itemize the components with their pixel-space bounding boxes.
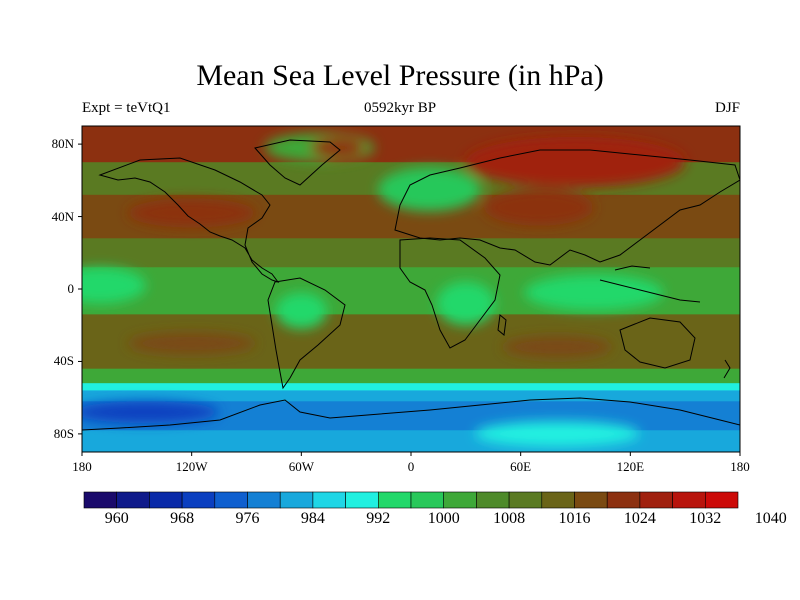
coastline-africa <box>399 237 501 349</box>
colorbar-label: 976 <box>235 510 260 527</box>
colorbar-label: 960 <box>104 510 129 527</box>
pressure-feature <box>82 267 146 304</box>
colorbar-box <box>606 491 641 509</box>
coastlines <box>82 139 740 431</box>
colorbar-box <box>410 491 445 509</box>
colorbar-box <box>149 491 183 509</box>
coastline-madagascar <box>497 314 507 336</box>
pressure-band <box>82 238 740 269</box>
pressure-feature <box>502 336 613 358</box>
lat-tick-label: 80S <box>53 425 74 441</box>
coastline-new-zealand <box>723 359 731 379</box>
colorbar <box>83 491 739 509</box>
colorbar-label: 1024 <box>623 510 656 527</box>
coastline-north-america <box>98 157 280 283</box>
pressure-feature <box>436 281 496 326</box>
colorbar-box <box>574 491 608 509</box>
coastline-antarctica <box>82 397 740 431</box>
figure-title: Mean Sea Level Pressure (in hPa) <box>196 59 604 92</box>
lat-tick-label: 40N <box>51 208 74 224</box>
coastline-maritime-asia <box>599 265 701 303</box>
pressure-feature <box>127 198 256 228</box>
colorbar-box <box>116 491 150 509</box>
colorbar-box <box>312 491 346 509</box>
colorbar-box <box>345 491 379 509</box>
colorbar-label: 1032 <box>689 510 722 527</box>
colorbar-label: 1008 <box>493 510 526 527</box>
colorbar-box <box>443 491 477 509</box>
colorbar-box <box>377 491 412 509</box>
lat-tick-label: 0 <box>67 281 75 296</box>
colorbar-label: 1016 <box>558 510 591 527</box>
pressure-features <box>82 133 686 447</box>
colorbar-label: 968 <box>170 510 195 527</box>
colorbar-box <box>639 491 673 509</box>
lat-tick-label: 80N <box>51 136 74 152</box>
coastline-south-america <box>267 277 346 390</box>
lon-tick-label: 60W <box>288 459 314 474</box>
colorbar-label: 1000 <box>427 510 460 527</box>
pressure-feature <box>474 421 640 447</box>
colorbar-box <box>247 491 281 509</box>
colorbar-box <box>214 491 248 509</box>
pressure-band <box>82 390 740 403</box>
colorbar-box <box>704 491 739 509</box>
pressure-feature <box>275 292 327 329</box>
pressure-feature <box>82 401 220 424</box>
colorbar-box <box>672 491 706 509</box>
lon-tick-label: 60E <box>510 459 532 474</box>
coastline-eurasia <box>394 149 740 266</box>
lon-tick-label: 180 <box>730 459 750 474</box>
pressure-feature <box>465 136 686 188</box>
period-label: 0592kyr BP <box>363 100 437 116</box>
pressure-feature <box>127 332 256 355</box>
colorbar-box <box>279 491 314 509</box>
pressure-band <box>82 383 740 392</box>
lon-tick-label: 120E <box>616 459 645 474</box>
colorbar-box <box>181 491 216 509</box>
experiment-label: Expt = teVtQ1 <box>82 100 171 116</box>
season-label: DJF <box>714 100 740 116</box>
colorbar-box <box>83 491 118 509</box>
pressure-feature <box>378 167 481 212</box>
lon-tick-label: 180 <box>72 459 92 474</box>
colorbar-label: 1040 <box>754 510 787 527</box>
colorbar-box <box>508 491 543 509</box>
colorbar-label: 984 <box>300 510 325 527</box>
pressure-feature <box>484 189 594 226</box>
lon-tick-label: 0 <box>407 459 415 474</box>
axis-ticks <box>78 143 741 456</box>
coastline-greenland <box>254 139 341 186</box>
colorbar-box <box>476 491 510 509</box>
colorbar-box <box>541 491 575 509</box>
lon-tick-label: 120W <box>175 459 208 474</box>
lat-tick-label: 40S <box>53 353 74 369</box>
pressure-band <box>82 368 740 385</box>
pressure-feature <box>524 274 664 311</box>
colorbar-label: 992 <box>366 510 391 527</box>
coastline-australia <box>619 317 696 369</box>
pressure-band <box>82 430 740 452</box>
